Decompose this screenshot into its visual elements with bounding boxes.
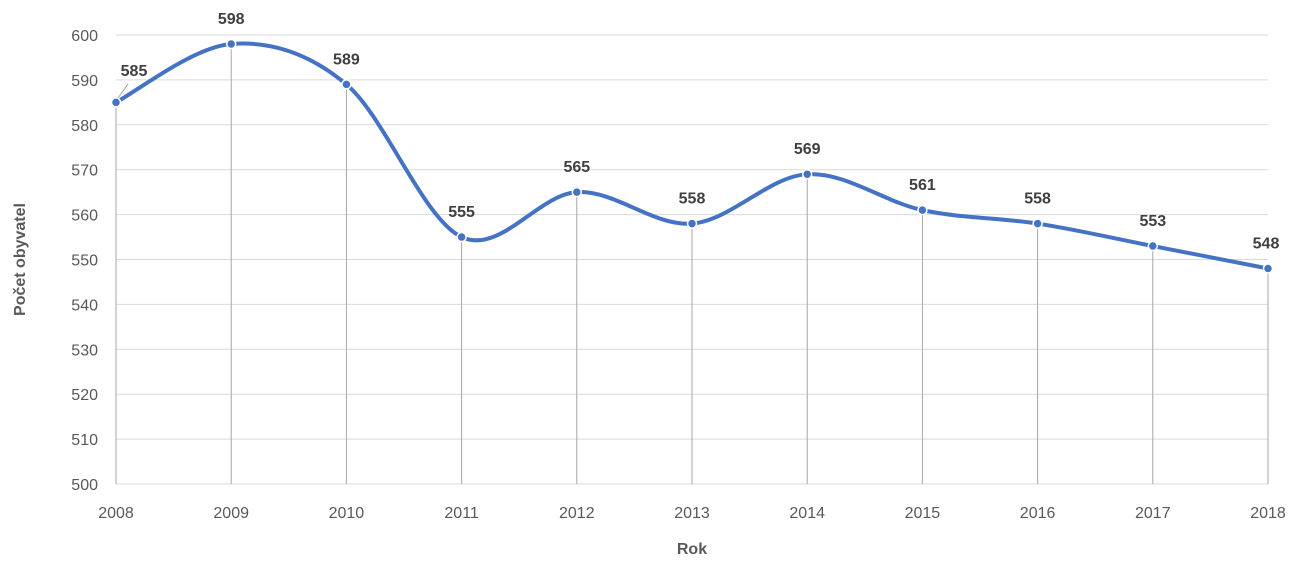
point-2014 <box>801 168 813 180</box>
x-tick-2013: 2013 <box>674 505 710 522</box>
y-tick-500: 500 <box>71 477 98 494</box>
y-tick-600: 600 <box>71 28 98 45</box>
y-tick-520: 520 <box>71 387 98 404</box>
point-2018 <box>1262 263 1274 274</box>
x-tick-labels: 2008 2009 2010 2011 2012 2013 2014 2015 2016 2017… <box>98 505 1286 522</box>
x-tick-2016: 2016 <box>1020 505 1056 522</box>
data-label-2015: 561 <box>909 177 936 194</box>
x-tick-2010: 2010 <box>329 505 365 522</box>
point-2017 <box>1147 240 1159 252</box>
data-label-2008: 585 <box>121 63 148 80</box>
data-label-2014: 569 <box>794 141 821 158</box>
x-tick-2008: 2008 <box>98 505 134 522</box>
drop-lines <box>115 43 1269 484</box>
point-2012 <box>571 186 583 198</box>
y-tick-510: 510 <box>71 432 98 449</box>
data-label-2016: 558 <box>1024 191 1051 208</box>
x-tick-2009: 2009 <box>213 505 249 522</box>
point-2011 <box>456 231 467 243</box>
point-2010 <box>341 79 352 90</box>
series-layer <box>110 38 1274 274</box>
data-label-2017: 553 <box>1139 213 1166 230</box>
data-label-leader-2008 <box>117 83 129 99</box>
x-tick-2011: 2011 <box>444 505 479 522</box>
data-label-2012: 565 <box>563 159 590 176</box>
x-tick-2015: 2015 <box>905 505 941 522</box>
data-label-2013: 558 <box>679 191 706 208</box>
y-tick-550: 550 <box>71 253 98 270</box>
y-tick-580: 580 <box>71 118 98 135</box>
point-2016 <box>1032 218 1043 229</box>
point-2009 <box>225 38 237 50</box>
data-label-2011: 555 <box>448 204 475 221</box>
y-tick-540: 540 <box>71 297 98 314</box>
data-label-2010: 589 <box>333 51 360 68</box>
y-tick-590: 590 <box>71 73 98 90</box>
y-axis-title: Počet obyvatel <box>12 203 29 316</box>
y-tick-570: 570 <box>71 163 98 180</box>
x-tick-2018: 2018 <box>1250 505 1286 522</box>
series-line <box>114 41 1270 271</box>
x-tick-2014: 2014 <box>789 505 825 522</box>
x-axis-title: Rok <box>677 541 707 558</box>
data-label-2018: 548 <box>1253 235 1280 252</box>
point-2013 <box>686 218 698 229</box>
point-2015 <box>917 204 928 216</box>
data-label-2009: 598 <box>218 11 245 28</box>
y-tick-530: 530 <box>71 342 98 359</box>
y-tick-labels: 500 510 520 530 540 550 560 570 580 590 600 <box>71 28 98 494</box>
y-tick-560: 560 <box>71 208 98 225</box>
data-labels: 585 598 589 555 565 558 569 561 558 553 548 <box>117 11 1280 252</box>
x-tick-2012: 2012 <box>559 505 595 522</box>
point-2008 <box>110 97 122 108</box>
x-tick-2017: 2017 <box>1135 505 1171 522</box>
